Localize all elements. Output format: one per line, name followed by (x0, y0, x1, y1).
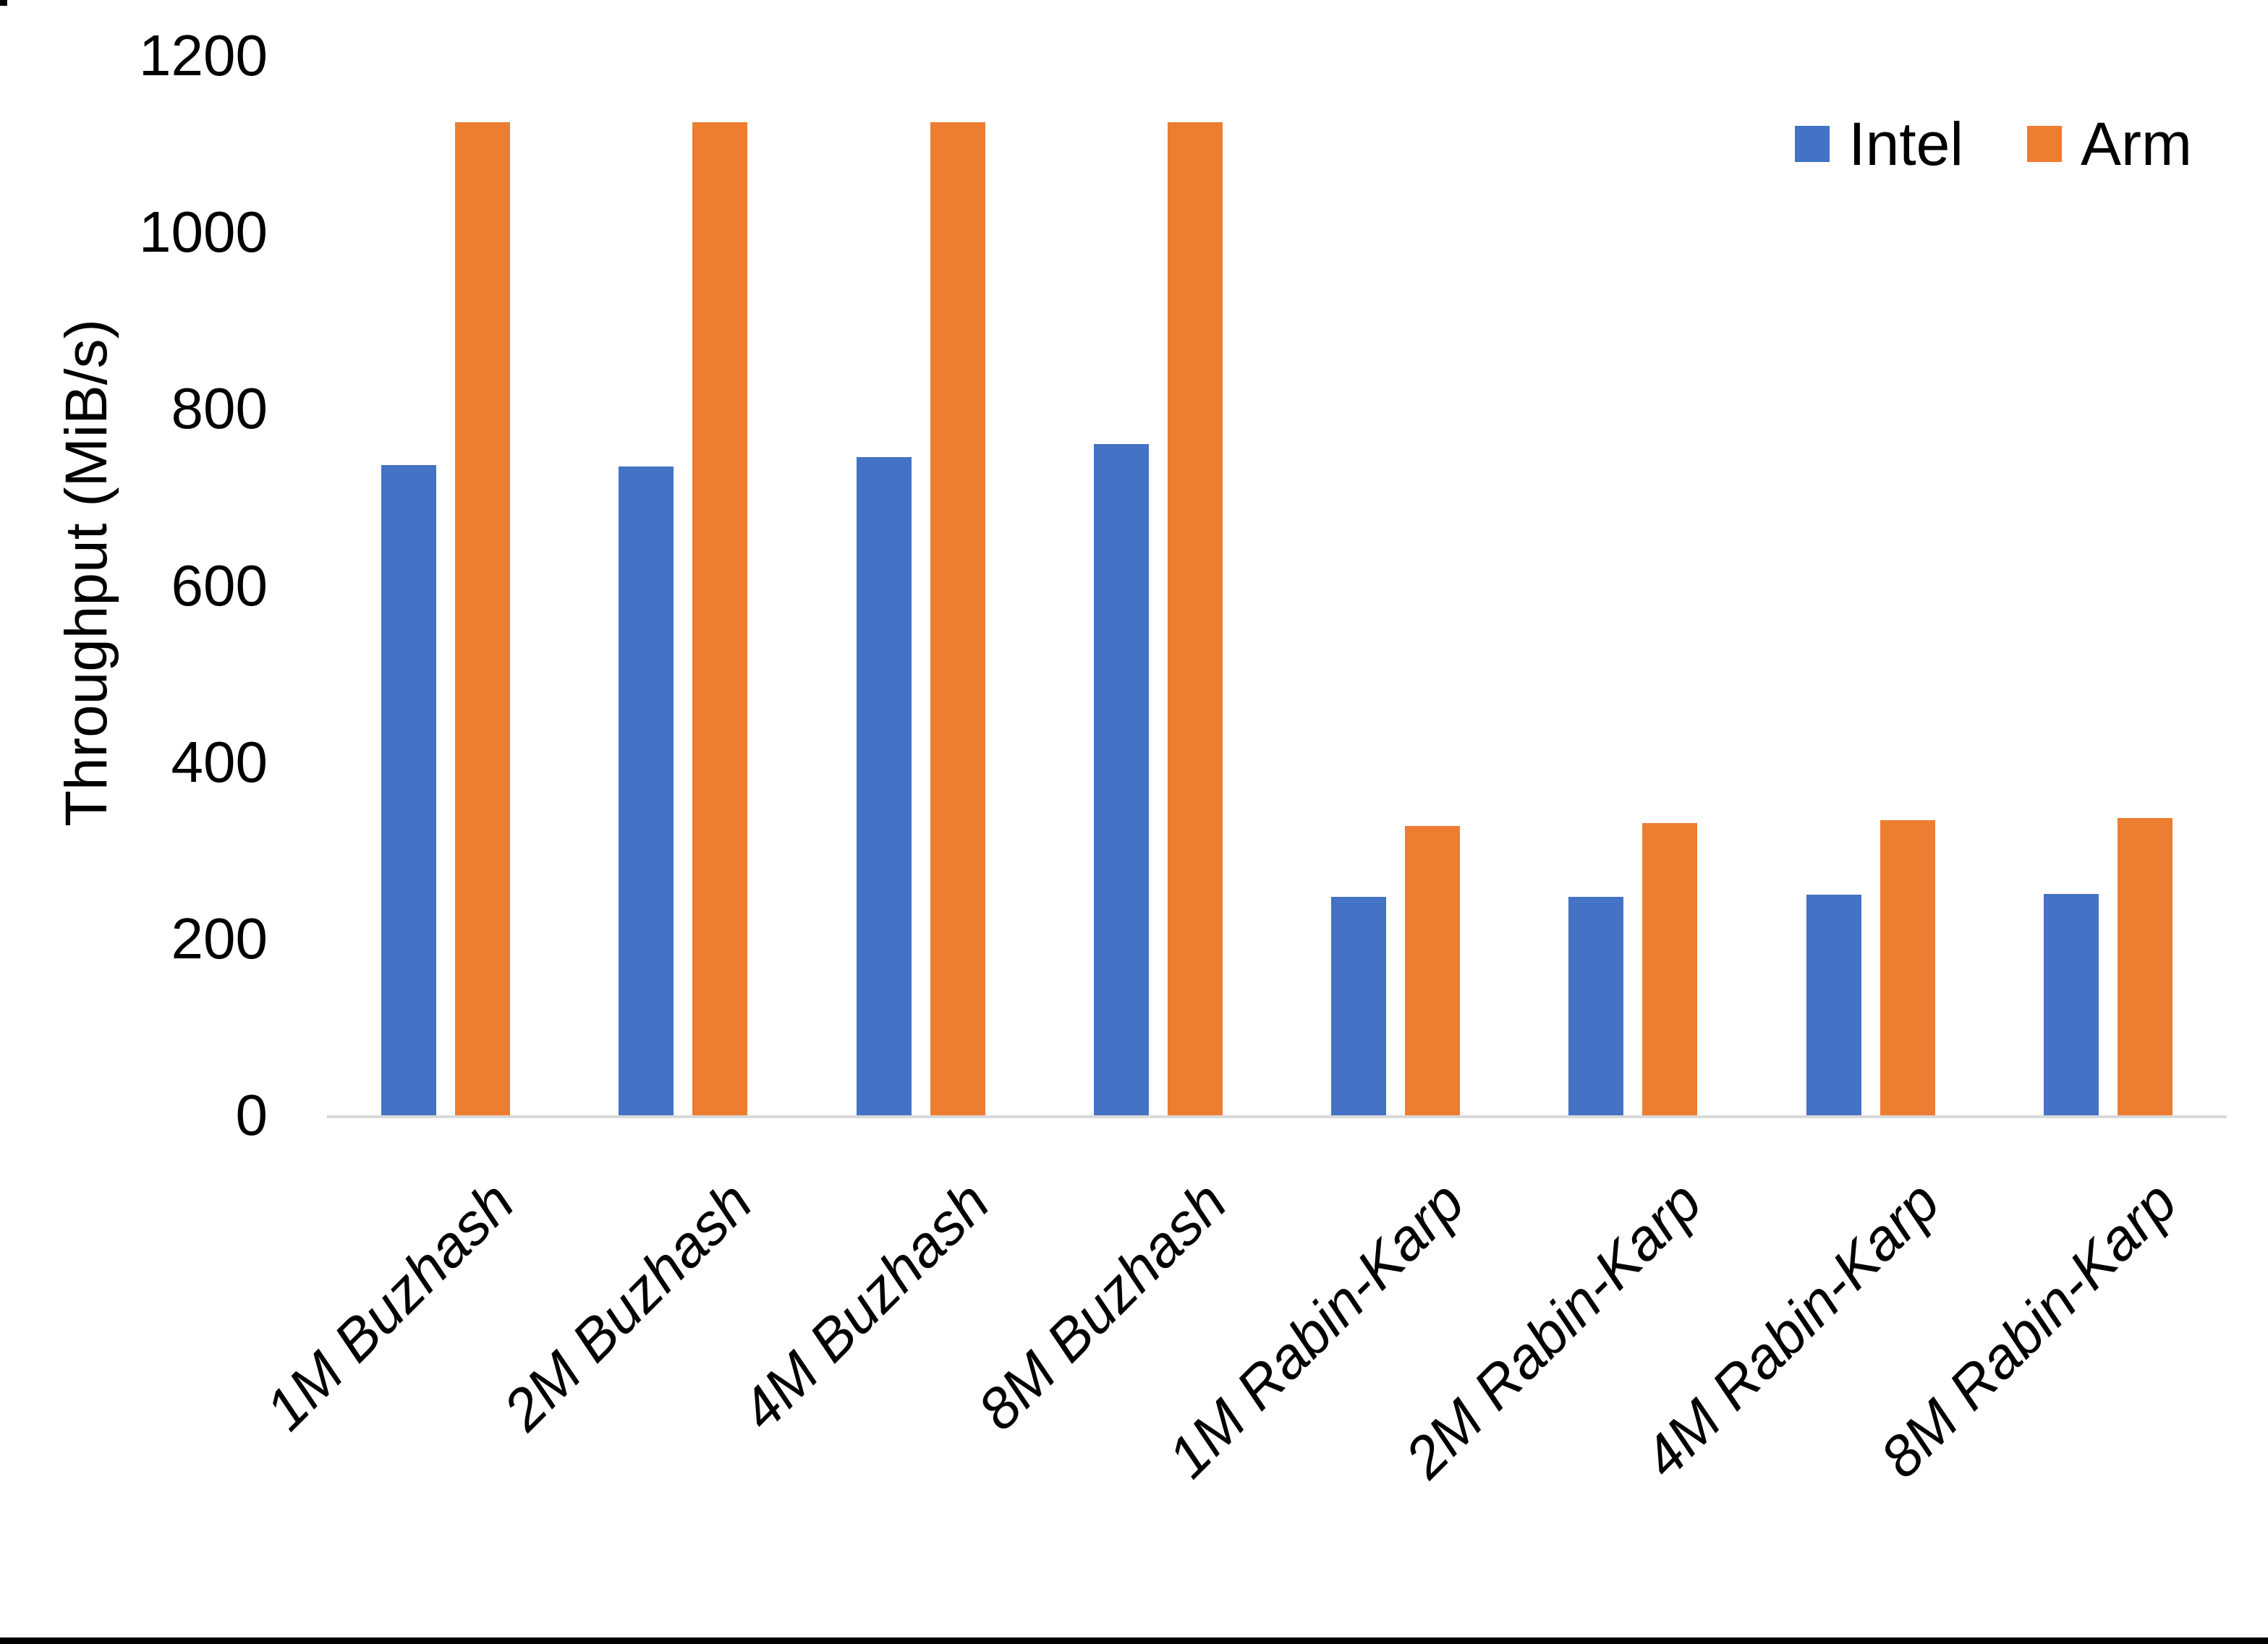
legend-item-intel: Intel (1795, 114, 1963, 174)
bar-arm-2 (692, 122, 748, 1115)
bar-intel-7 (1806, 894, 1861, 1115)
legend-label: Intel (1848, 110, 1964, 178)
x-tick-label: 2M Buzhash (490, 1169, 764, 1442)
y-tick-label: 800 (171, 376, 268, 441)
bar-arm-5 (1405, 825, 1461, 1115)
y-tick-label: 200 (171, 906, 268, 971)
y-tick-label: 0 (235, 1083, 268, 1147)
bar-intel-6 (1568, 897, 1624, 1115)
legend: Intel Arm (1795, 114, 2192, 174)
x-tick-label: 1M Buzhash (253, 1169, 527, 1442)
corner-mark (0, 0, 7, 6)
bar-arm-4 (1167, 122, 1223, 1115)
bar-intel-8 (2043, 893, 2099, 1115)
y-tick-label: 1200 (139, 23, 268, 88)
bar-intel-1 (381, 465, 437, 1115)
bar-intel-3 (856, 457, 912, 1115)
y-tick-label: 600 (171, 553, 268, 618)
x-axis-line (327, 1115, 2227, 1118)
y-tick-label: 1000 (139, 200, 268, 265)
bar-arm-1 (455, 122, 511, 1115)
legend-swatch-arm (2027, 126, 2063, 162)
y-tick-label: 400 (171, 729, 268, 794)
legend-swatch-intel (1795, 126, 1830, 162)
bar-arm-3 (930, 122, 985, 1115)
bar-arm-8 (2117, 817, 2173, 1115)
bar-intel-2 (619, 466, 674, 1115)
bar-intel-5 (1331, 897, 1387, 1115)
x-tick-label: 4M Buzhash (728, 1169, 1002, 1442)
bottom-border (0, 1637, 2268, 1644)
legend-item-arm: Arm (2027, 114, 2192, 174)
legend-label: Arm (2081, 110, 2192, 178)
bar-intel-4 (1093, 444, 1149, 1115)
bar-arm-7 (1880, 820, 1935, 1115)
bar-arm-6 (1642, 822, 1698, 1115)
